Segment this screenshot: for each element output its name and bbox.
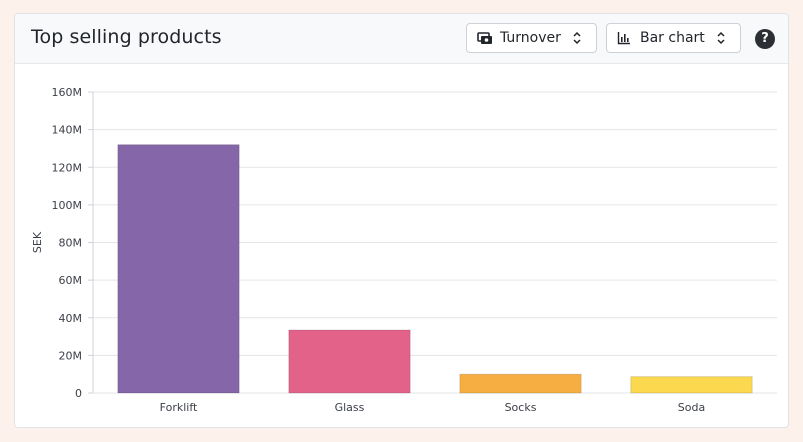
card-title: Top selling products xyxy=(31,26,222,48)
help-icon[interactable]: ? xyxy=(755,29,775,49)
bar-soda xyxy=(630,376,753,394)
y-axis-title: SEK xyxy=(31,231,44,253)
bar-chart: 0 20M 40M 60M 80M 100M 120M 140M 160M SEK Forklift… xyxy=(31,86,777,414)
y-tick-label: 120M xyxy=(52,161,83,174)
x-tick-label: Glass xyxy=(335,401,365,414)
x-tick-label: Soda xyxy=(678,401,705,414)
y-tick-label: 100M xyxy=(52,199,83,212)
chart-type-select-label: Bar chart xyxy=(640,30,705,46)
y-tick-label: 60M xyxy=(59,274,83,287)
cash-icon xyxy=(477,30,493,46)
y-tick-label: 0 xyxy=(75,387,82,400)
top-selling-products-card: Top selling products Turnover xyxy=(14,13,789,428)
y-tick-label: 40M xyxy=(59,312,83,325)
bar-glass xyxy=(288,329,411,394)
x-tick-label: Socks xyxy=(505,401,537,414)
y-tick-label: 160M xyxy=(52,86,83,99)
metric-select[interactable]: Turnover xyxy=(466,23,597,53)
bar-chart-icon xyxy=(617,30,633,46)
metric-select-label: Turnover xyxy=(500,30,561,46)
bar-forklift xyxy=(117,144,240,394)
y-tick-label: 140M xyxy=(52,124,83,137)
y-tick-label: 80M xyxy=(59,237,83,250)
chart-type-select[interactable]: Bar chart xyxy=(606,23,741,53)
y-tick-label: 20M xyxy=(59,349,83,362)
bar-socks xyxy=(459,373,582,394)
card-header: Top selling products Turnover xyxy=(15,14,788,64)
chevron-updown-icon xyxy=(716,30,728,46)
x-tick-label: Forklift xyxy=(160,401,198,414)
chevron-updown-icon xyxy=(572,30,584,46)
